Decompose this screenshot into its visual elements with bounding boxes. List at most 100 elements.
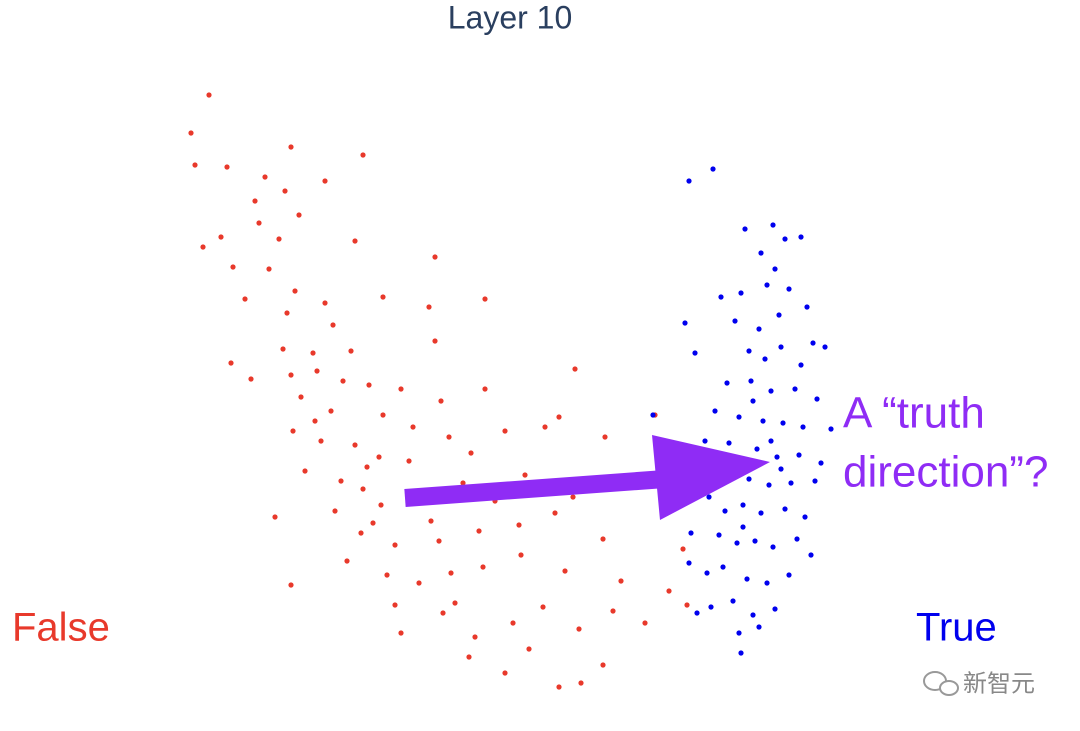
point — [682, 320, 688, 326]
point — [708, 604, 714, 610]
point — [650, 412, 656, 418]
point — [752, 538, 758, 544]
point — [272, 514, 278, 520]
chart-title: Layer 10 — [448, 0, 573, 35]
point — [288, 144, 294, 150]
plot-area — [188, 92, 834, 690]
point — [814, 396, 820, 402]
point — [438, 398, 444, 404]
point — [188, 130, 194, 136]
point — [556, 684, 562, 690]
point — [642, 620, 648, 626]
point — [522, 472, 528, 478]
point — [744, 576, 750, 582]
point — [398, 386, 404, 392]
point — [428, 518, 434, 524]
point — [692, 350, 698, 356]
point — [778, 466, 784, 472]
point — [570, 494, 576, 500]
point — [516, 522, 522, 528]
point — [398, 630, 404, 636]
point — [338, 478, 344, 484]
point — [712, 408, 718, 414]
point — [782, 506, 788, 512]
point — [788, 480, 794, 486]
point — [266, 266, 272, 272]
point — [736, 630, 742, 636]
point — [352, 442, 358, 448]
point — [780, 420, 786, 426]
point — [410, 424, 416, 430]
point — [794, 536, 800, 542]
point — [730, 598, 736, 604]
point — [468, 450, 474, 456]
point — [610, 608, 616, 614]
point — [242, 296, 248, 302]
point — [818, 460, 824, 466]
point — [360, 486, 366, 492]
point — [446, 434, 452, 440]
point — [766, 482, 772, 488]
point — [248, 376, 254, 382]
point — [754, 446, 760, 452]
point — [578, 680, 584, 686]
point — [284, 310, 290, 316]
point — [472, 634, 478, 640]
point — [344, 558, 350, 564]
point — [758, 510, 764, 516]
point — [798, 362, 804, 368]
watermark-icon — [939, 680, 959, 696]
point — [502, 428, 508, 434]
point — [618, 578, 624, 584]
point — [476, 528, 482, 534]
point — [466, 654, 472, 660]
point — [392, 542, 398, 548]
point — [416, 580, 422, 586]
point — [822, 344, 828, 350]
point — [440, 610, 446, 616]
watermark: 新智元 — [923, 670, 1035, 697]
arrow — [404, 435, 770, 520]
point — [366, 382, 372, 388]
point — [448, 570, 454, 576]
point — [602, 434, 608, 440]
point — [312, 418, 318, 424]
point — [786, 286, 792, 292]
point — [572, 366, 578, 372]
point — [732, 318, 738, 324]
point — [778, 344, 784, 350]
point — [756, 326, 762, 332]
point — [230, 264, 236, 270]
point — [228, 360, 234, 366]
point — [734, 540, 740, 546]
point — [710, 166, 716, 172]
point — [352, 238, 358, 244]
point — [360, 152, 366, 158]
point — [358, 530, 364, 536]
point — [798, 234, 804, 240]
point — [600, 662, 606, 668]
point — [378, 502, 384, 508]
point — [380, 412, 386, 418]
arrow-shaft — [404, 470, 666, 507]
point — [302, 468, 308, 474]
point — [750, 398, 756, 404]
point — [684, 602, 690, 608]
point — [280, 346, 286, 352]
point — [432, 254, 438, 260]
point — [770, 544, 776, 550]
point — [276, 236, 282, 242]
legend-label: True — [916, 606, 997, 650]
point — [724, 380, 730, 386]
point — [392, 602, 398, 608]
point — [772, 266, 778, 272]
point — [756, 624, 762, 630]
point — [206, 92, 212, 98]
legend-label: False — [12, 606, 110, 650]
point — [290, 428, 296, 434]
point — [348, 348, 354, 354]
point — [760, 418, 766, 424]
point — [288, 372, 294, 378]
point — [192, 162, 198, 168]
point — [332, 508, 338, 514]
